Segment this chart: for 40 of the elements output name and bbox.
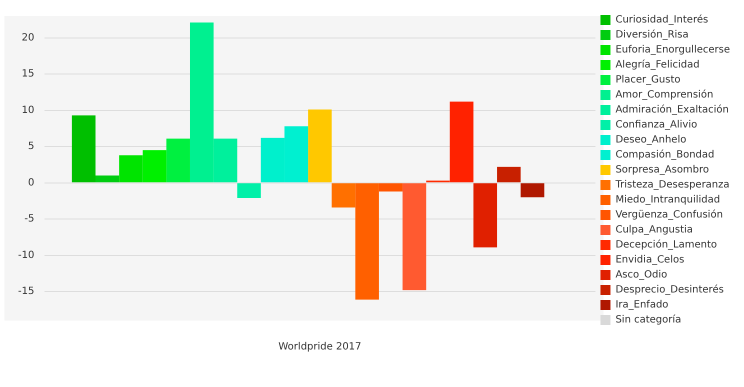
legend-label: Compasión_Bondad [615,150,714,161]
legend-label: Curiosidad_Interés [615,14,708,26]
y-tick-label: -10 [18,250,34,261]
legend-label: Envidia_Celos [615,254,684,266]
legend-label: Deseo_Anhelo [615,134,686,146]
y-tick-label: -5 [24,214,34,225]
legend-label: Alegría_Felicidad [615,60,700,71]
legend-label: Sin categoría [615,314,682,326]
legend-label: Miedo_Intranquilidad [615,194,720,206]
legend-label: Vergüenza_Confusión [615,210,723,221]
bar [332,183,356,208]
bar [237,183,261,198]
bar [497,166,521,182]
legend-label: Amor_Comprensión [615,90,714,101]
legend-label: Sorpresa_Asombro [615,164,710,176]
legend-label: Ira_Enfado [615,300,668,311]
y-tick-label: 20 [22,32,34,44]
bar [72,115,96,182]
legend-label: Asco_Odio [615,270,668,281]
bar [308,110,332,182]
legend-label: Culpa_Angustia [615,224,693,236]
legend-label: Admiración_Exaltación [615,104,729,116]
legend-label: Euforia_Enorgullecerse [615,44,730,56]
x-axis-title: Worldpride 2017 [278,342,362,353]
bar [96,176,120,182]
legend-label: Confianza_Alivio [615,120,698,131]
bar [166,138,190,182]
legend-label: Placer_Gusto [615,74,681,86]
legend-label: Decepción_Lamento [615,240,718,251]
y-tick-label: -15 [18,286,34,298]
bar [520,183,544,198]
y-tick-label: 10 [22,104,34,116]
y-tick-label: 5 [28,141,34,152]
bar [473,183,498,248]
legend-label: Tristeza_Desesperanza [614,180,730,191]
y-tick-label: 15 [22,68,34,80]
legend-label: Diversión_Risa [615,30,689,41]
legend-label: Desprecio_Desinterés [615,284,724,296]
y-tick-label: 0 [28,177,34,188]
bar [402,183,426,290]
